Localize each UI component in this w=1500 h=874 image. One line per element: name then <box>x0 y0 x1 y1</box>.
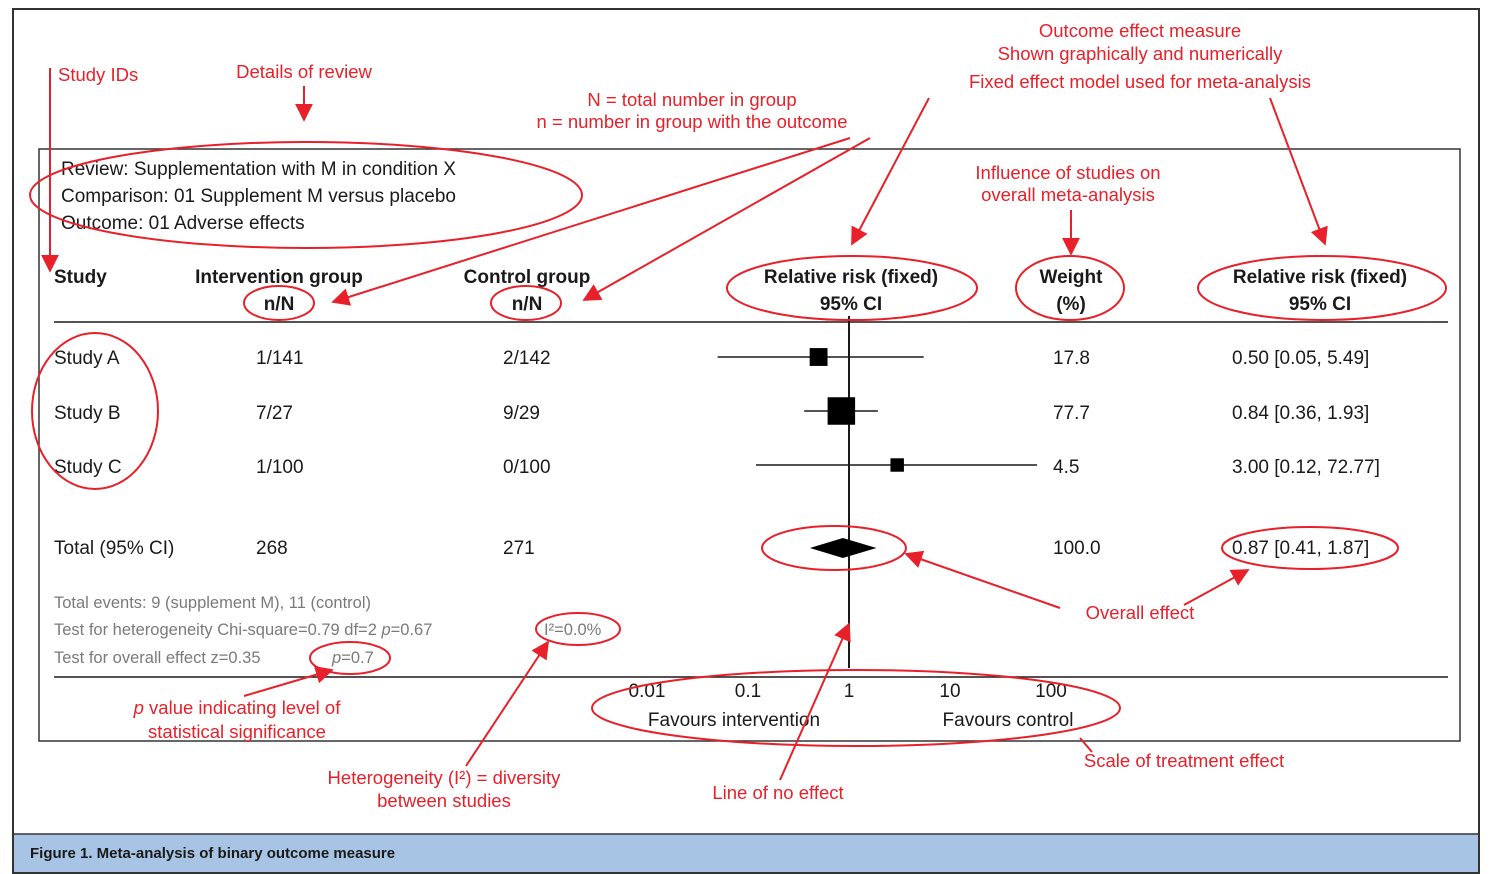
total-control: 271 <box>503 538 535 559</box>
study-name: Study C <box>54 457 122 478</box>
point-estimate <box>890 458 904 472</box>
header-rr-plot: Relative risk (fixed) <box>764 267 938 288</box>
point-estimate <box>827 397 856 425</box>
ellipse-overall-diamond <box>761 525 907 571</box>
review-outcome: Outcome: 01 Adverse effects <box>61 213 305 234</box>
ellipse-weight-header <box>1015 255 1125 321</box>
review-title: Review: Supplementation with M in condit… <box>61 159 456 180</box>
header-intervention-sub: n/N <box>264 294 295 315</box>
ellipse-rr-text-header <box>1197 255 1447 321</box>
annotation-influence-1: Influence of studies on <box>975 162 1160 183</box>
study-weight: 4.5 <box>1053 457 1079 478</box>
ellipse-intervention-nn <box>243 285 315 321</box>
control-count: 0/100 <box>503 457 551 478</box>
control-count: 2/142 <box>503 348 551 369</box>
ellipse-control-nn <box>490 285 562 321</box>
header-intervention: Intervention group <box>195 267 363 288</box>
study-name: Study B <box>54 403 121 424</box>
axis-tick-label: 0.1 <box>735 681 761 702</box>
axis-tick-label: 100 <box>1035 681 1067 702</box>
arrow-heterogeneity <box>465 640 549 767</box>
control-count: 9/29 <box>503 403 540 424</box>
study-name: Study A <box>54 348 120 369</box>
annotation-p-value-1: p value indicating level of <box>133 697 342 718</box>
point-estimate <box>809 348 828 366</box>
intervention-count: 7/27 <box>256 403 293 424</box>
ellipse-axis-scale <box>591 669 1121 747</box>
header-rr-plot-sub: 95% CI <box>820 294 882 315</box>
favours-control-label: Favours control <box>943 710 1074 731</box>
arrow-n-control <box>582 137 871 301</box>
annotation-n-total: N = total number in group <box>587 89 796 110</box>
header-study: Study <box>54 267 107 288</box>
arrow-p-value <box>243 665 334 697</box>
study-rr-text: 0.50 [0.05, 5.49] <box>1232 348 1369 369</box>
annotation-heterogeneity-1: Heterogeneity (I²) = diversity <box>328 767 562 788</box>
annotation-heterogeneity-2: between studies <box>377 790 511 811</box>
study-weight: 17.8 <box>1053 348 1090 369</box>
study-row: Study B 7/27 9/29 77.7 0.84 [0.36, 1.93] <box>54 403 1369 424</box>
header-rr-text-sub: 95% CI <box>1289 294 1351 315</box>
outer-frame <box>12 8 1480 874</box>
annotation-scale-effect: Scale of treatment effect <box>1084 750 1284 771</box>
connector-scale <box>1079 737 1093 753</box>
ellipse-total-rr <box>1221 526 1399 570</box>
ellipse-review-details <box>29 141 583 249</box>
annotation-n-outcome: n = number in group with the outcome <box>536 111 847 132</box>
stats-overall-p: p=0.7 <box>331 649 374 667</box>
study-rr-text: 3.00 [0.12, 72.77] <box>1232 457 1380 478</box>
stats-heterogeneity: Test for heterogeneity Chi-square=0.79 d… <box>54 621 432 639</box>
annotation-line-no-effect: Line of no effect <box>712 782 843 803</box>
ellipse-overall-p <box>309 641 391 675</box>
header-control: Control group <box>464 267 591 288</box>
intervention-count: 1/100 <box>256 457 304 478</box>
annotation-details-of-review: Details of review <box>236 61 372 82</box>
annotation-outcome-effect-1: Outcome effect measure <box>1039 20 1241 41</box>
stats-overall: Test for overall effect z=0.35 <box>54 649 261 667</box>
total-rr-text: 0.87 [0.41, 1.87] <box>1232 538 1369 559</box>
figure-caption: Figure 1. Meta-analysis of binary outcom… <box>30 845 395 862</box>
annotation-study-ids: Study IDs <box>58 64 138 85</box>
ellipse-i2 <box>535 612 621 646</box>
caption-bar <box>14 834 1478 872</box>
total-intervention: 268 <box>256 538 288 559</box>
axis-tick-label: 1 <box>844 681 855 702</box>
ellipse-study-ids <box>31 332 159 490</box>
header-weight-sub: (%) <box>1056 294 1086 315</box>
study-weight: 77.7 <box>1053 403 1090 424</box>
overall-effect-diamond <box>809 538 877 558</box>
stats-events: Total events: 9 (supplement M), 11 (cont… <box>54 594 371 612</box>
total-weight: 100.0 <box>1053 538 1101 559</box>
arrow-n-intervention <box>331 137 851 306</box>
annotation-p-value-2: statistical significance <box>148 721 326 742</box>
annotation-overall-effect: Overall effect <box>1086 602 1195 623</box>
arrow-overall-rr <box>1183 569 1250 606</box>
favours-intervention-label: Favours intervention <box>648 710 820 731</box>
arrow-outcome-rr-text <box>1269 97 1328 246</box>
arrow-outcome-rr-plot <box>851 97 930 246</box>
axis-tick-label: 10 <box>939 681 960 702</box>
axis-ticks: 0.01 0.1 1 10 100 <box>629 681 1067 702</box>
study-row: Study C 1/100 0/100 4.5 3.00 [0.12, 72.7… <box>54 457 1380 478</box>
header-rr-text: Relative risk (fixed) <box>1233 267 1407 288</box>
arrow-line-no-effect <box>779 622 851 781</box>
annotation-outcome-effect-2: Shown graphically and numerically <box>998 43 1284 64</box>
forest-plot <box>717 316 1038 668</box>
annotation-influence-2: overall meta-analysis <box>981 184 1155 205</box>
ellipse-rr-plot-header <box>726 255 978 321</box>
header-weight: Weight <box>1040 267 1104 288</box>
total-label: Total (95% CI) <box>54 538 174 559</box>
arrow-overall-diamond <box>904 550 1061 609</box>
annotation-outcome-effect-3: Fixed effect model used for meta-analysi… <box>969 71 1311 92</box>
total-row: Total (95% CI) 268 271 100.0 0.87 [0.41,… <box>54 538 1369 559</box>
study-rr-text: 0.84 [0.36, 1.93] <box>1232 403 1369 424</box>
review-comparison: Comparison: 01 Supplement M versus place… <box>61 186 456 207</box>
stats-i2: I²=0.0% <box>544 621 602 639</box>
study-row: Study A 1/141 2/142 17.8 0.50 [0.05, 5.4… <box>54 348 1369 369</box>
header-control-sub: n/N <box>512 294 543 315</box>
intervention-count: 1/141 <box>256 348 304 369</box>
